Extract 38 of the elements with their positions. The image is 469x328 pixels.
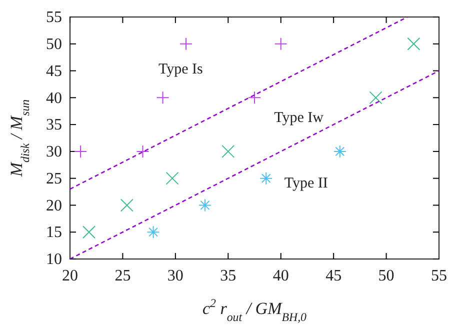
y-tick-label: 10 <box>46 251 62 268</box>
x-tick-label: 25 <box>114 267 131 284</box>
y-tick-label: 45 <box>46 62 62 80</box>
x-tick-label: 40 <box>272 267 289 284</box>
point <box>156 91 170 104</box>
point <box>369 91 382 104</box>
y-tick-label: 55 <box>46 9 62 26</box>
point <box>248 91 261 104</box>
annotation: Type II <box>284 175 328 192</box>
y-tick-label: 20 <box>46 197 62 214</box>
x-tick-label: 50 <box>378 267 394 284</box>
x-tick-label: 30 <box>167 267 184 284</box>
x-tick-label: 55 <box>431 267 447 284</box>
point <box>179 37 192 50</box>
y-tick-label: 15 <box>46 224 62 242</box>
point <box>222 144 235 158</box>
point <box>82 226 96 239</box>
point <box>260 172 273 185</box>
point <box>407 37 420 50</box>
y-tick-label: 40 <box>46 90 62 107</box>
point <box>74 144 88 158</box>
annotation: Type Is <box>158 62 204 78</box>
x-axis-title: c$^{2}$ r$_{out}$ / GM$_{BH,0}$ <box>202 296 307 324</box>
point <box>166 172 179 185</box>
point <box>333 144 346 158</box>
x-tick-label: 45 <box>326 267 342 284</box>
point <box>198 198 212 212</box>
point <box>136 144 150 158</box>
x-tick-label: 20 <box>62 267 78 284</box>
point <box>120 198 134 212</box>
y-tick-label: 30 <box>46 144 62 161</box>
point <box>146 226 160 239</box>
point <box>274 37 288 50</box>
x-tick-label: 35 <box>220 267 236 284</box>
y-tick-label: 35 <box>46 116 62 134</box>
y-tick-label: 50 <box>46 36 62 54</box>
annotation: Type Iw <box>274 110 324 126</box>
y-tick-label: 25 <box>46 170 62 188</box>
